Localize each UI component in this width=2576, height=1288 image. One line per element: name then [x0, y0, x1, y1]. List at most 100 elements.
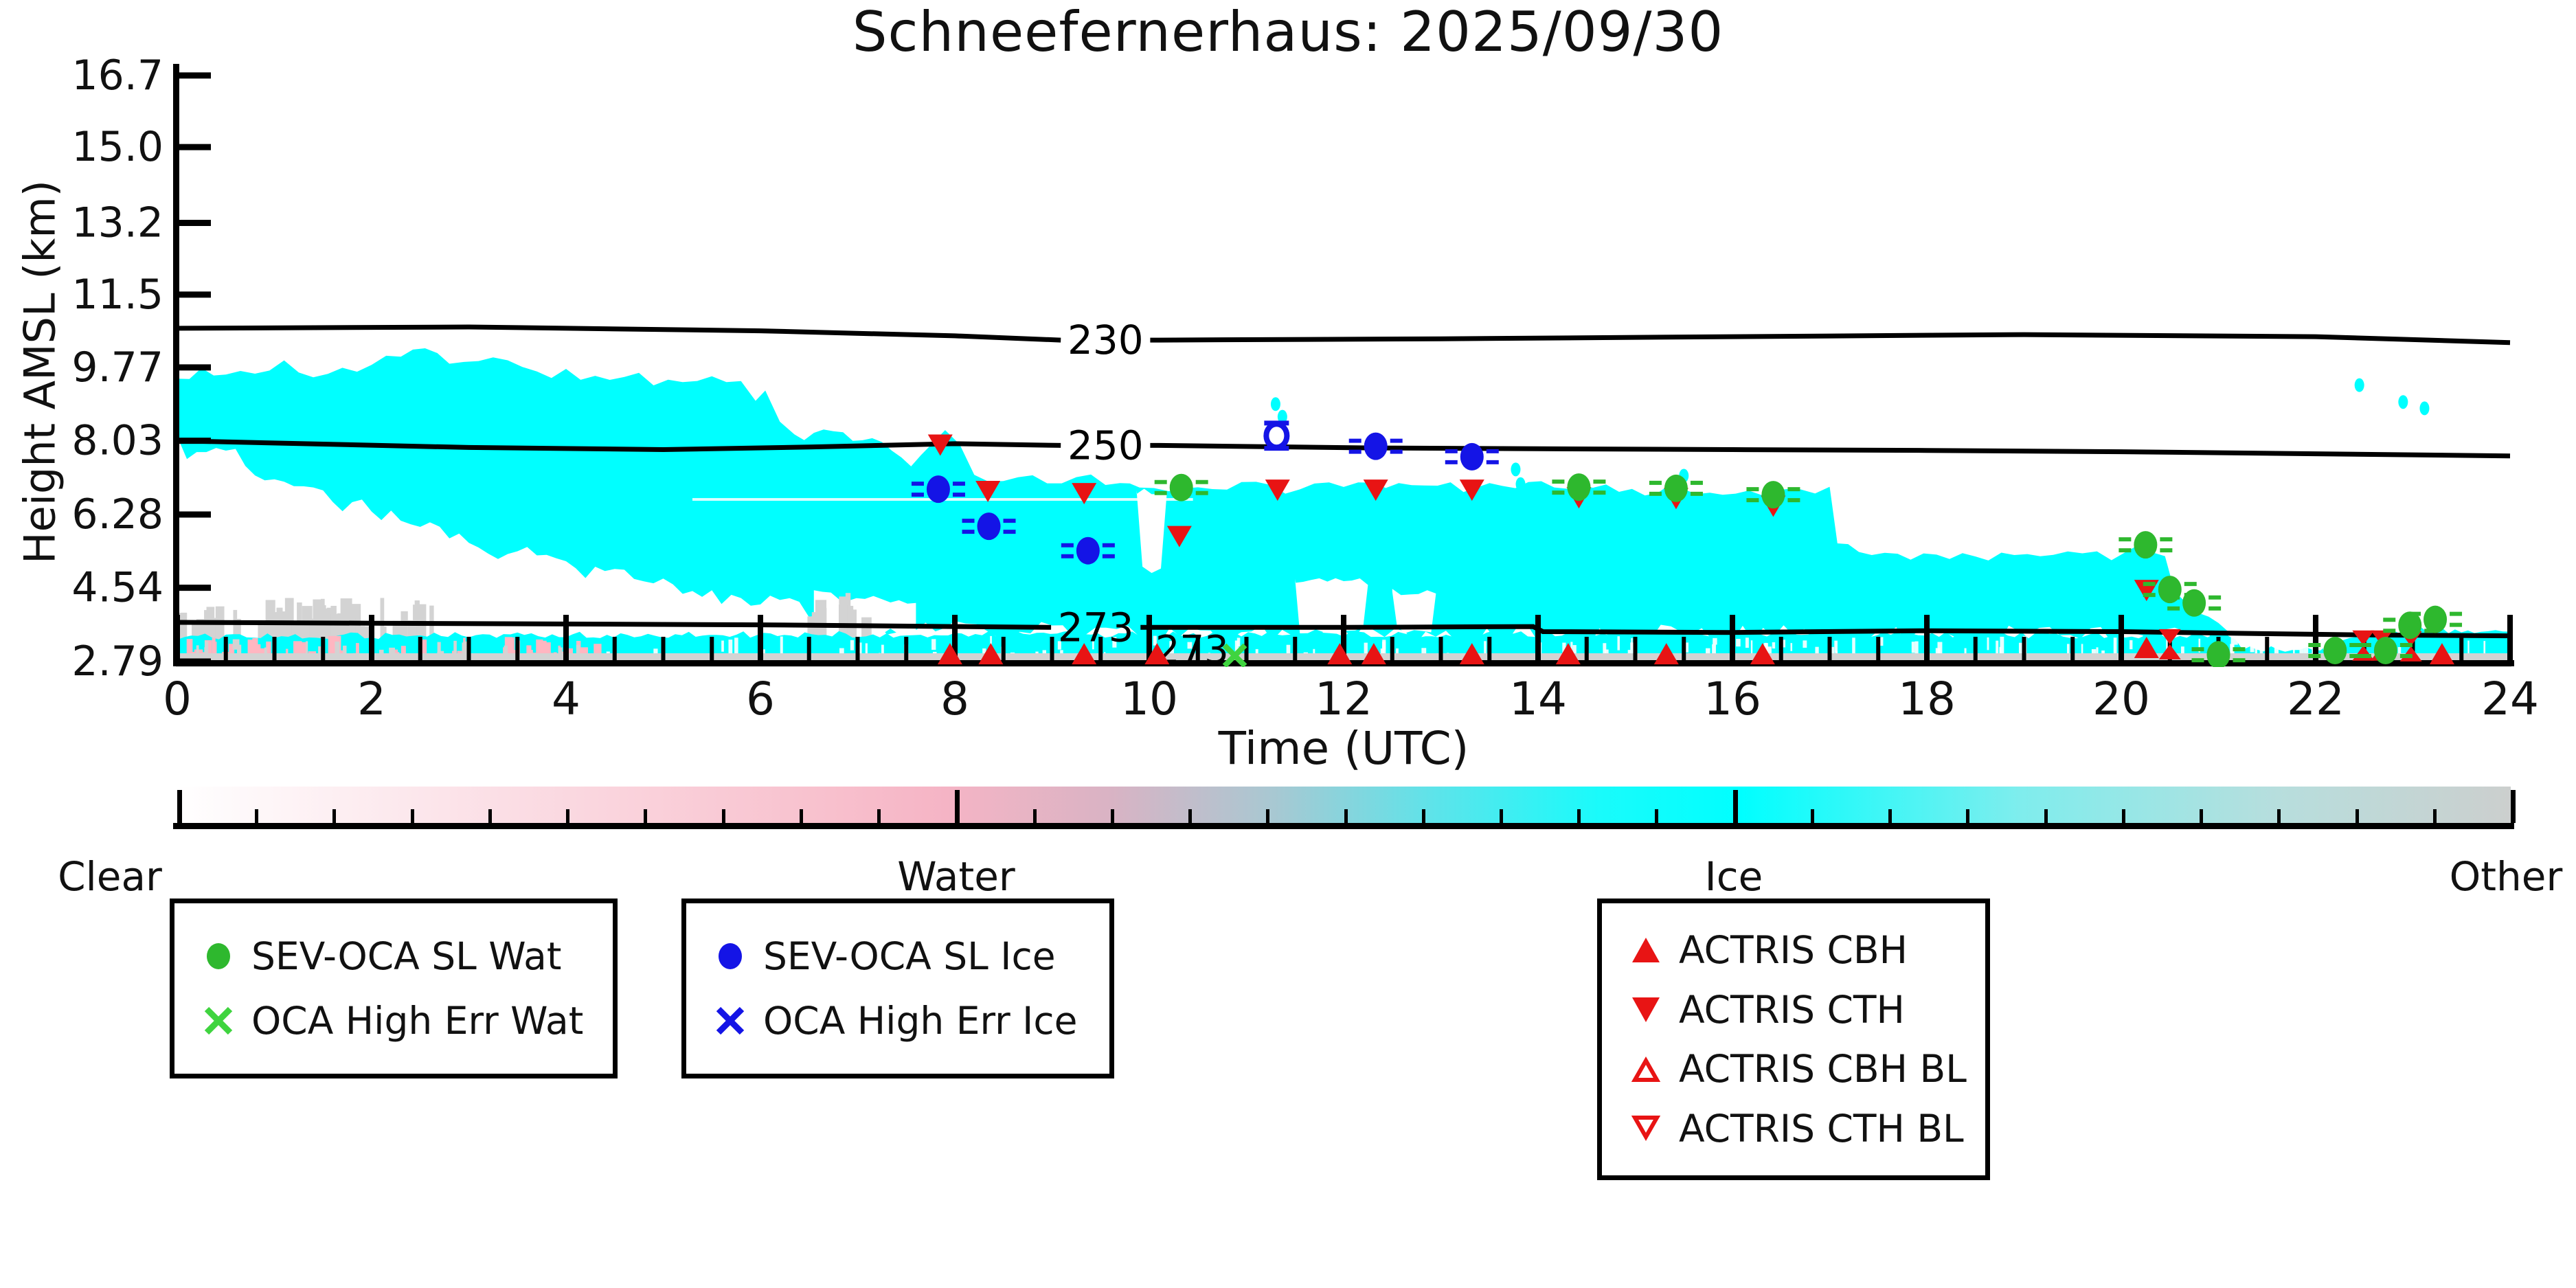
observation-markers	[911, 420, 2463, 667]
x-tick-label: 12	[1315, 673, 1372, 725]
actris-cth-marker	[975, 481, 1001, 503]
sev-oca-sl-wat-marker	[1664, 474, 1688, 502]
colorbar-label-other: Other	[2449, 853, 2563, 900]
actris-cbh-marker	[1327, 643, 1353, 665]
colorbar-label-clear: Clear	[58, 853, 162, 900]
actris-cbh-marker	[2429, 643, 2454, 665]
oca-high-err-wat-marker	[1222, 643, 1247, 667]
actris-cth-marker	[1072, 483, 1097, 505]
sev-oca-sl-ice-marker	[1364, 432, 1388, 460]
actris-cbh-marker	[937, 643, 962, 665]
actris-cbh-marker	[2134, 636, 2159, 658]
legend-item-actris-cbh: ACTRIS CBH	[1625, 928, 1962, 972]
legend-ice-products: SEV-OCA SL Ice OCA High Err Ice	[681, 899, 1114, 1078]
legend-item-actris-cth: ACTRIS CTH	[1625, 988, 1962, 1032]
actris-cth-marker	[1166, 526, 1192, 547]
legend-water-products: SEV-OCA SL Wat OCA High Err Wat	[170, 899, 618, 1078]
sev-oca-sl-ice-marker	[977, 512, 1001, 541]
sev-oca-sl-ice-marker	[1460, 442, 1484, 471]
legend-label: SEV-OCA SL Ice	[763, 934, 1056, 978]
red-open-triangle-down-icon	[1631, 1115, 1661, 1141]
x-tick-label: 24	[2481, 673, 2539, 725]
y-tick-label: 15.0	[71, 123, 163, 171]
x-tick-label: 6	[746, 673, 775, 725]
colorbar-label-water: Water	[897, 853, 1015, 900]
actris-cth-marker	[1265, 479, 1290, 501]
x-tick-label: 22	[2287, 673, 2345, 725]
contour-label-230: 230	[1067, 317, 1144, 363]
green-circle-icon	[207, 942, 230, 969]
legend-label: ACTRIS CBH BL	[1679, 1047, 1967, 1092]
legend-label: ACTRIS CBH	[1679, 928, 1908, 973]
blue-circle-icon	[719, 942, 742, 969]
legend-item-sev-oca-sl-wat: SEV-OCA SL Wat	[198, 934, 589, 978]
sev-oca-sl-wat-marker	[1567, 473, 1591, 501]
legend-item-oca-high-err-wat: OCA High Err Wat	[198, 999, 589, 1043]
sev-oca-sl-wat-marker	[2373, 637, 2397, 665]
legend-item-actris-cth-bl: ACTRIS CTH BL	[1625, 1106, 1964, 1151]
actris-cth-marker	[1459, 479, 1484, 501]
actris-cth-marker	[927, 434, 953, 456]
actris-cth-marker	[1363, 479, 1388, 501]
legend-label: OCA High Err Wat	[251, 999, 584, 1043]
actris-cbh-marker	[978, 643, 1004, 665]
sev-oca-sl-wat-marker	[2424, 605, 2448, 633]
x-axis-label: Time (UTC)	[1218, 722, 1469, 775]
actris-cbh-marker	[1072, 643, 1097, 665]
y-tick-label: 4.54	[71, 564, 163, 612]
red-triangle-up-icon	[1632, 938, 1660, 963]
sev-oca-sl-ice-marker	[926, 475, 950, 504]
x-tick-label: 2	[357, 673, 386, 725]
x-tick-label: 4	[552, 673, 580, 725]
sev-oca-sl-wat-marker	[2134, 531, 2158, 559]
legend-label: ACTRIS CTH BL	[1679, 1106, 1964, 1151]
legend-label: OCA High Err Ice	[763, 999, 1078, 1043]
sev-oca-sl-ice-marker	[1076, 536, 1100, 565]
sev-oca-sl-wat-marker	[2206, 641, 2230, 667]
x-tick-label: 14	[1509, 673, 1567, 725]
y-axis-spine	[173, 64, 179, 666]
y-tick-label: 16.7	[71, 52, 163, 100]
x-tick-label: 8	[940, 673, 969, 725]
actris-cbh-cth-pair-marker	[2158, 629, 2181, 659]
sev-oca-sl-wat-marker	[1761, 481, 1785, 509]
red-triangle-down-icon	[1632, 997, 1660, 1022]
sev-oca-sl-wat-marker	[1169, 473, 1193, 501]
actris-cbh-marker	[1750, 643, 1775, 665]
legend-item-sev-oca-sl-ice: SEV-OCA SL Ice	[710, 934, 1086, 978]
colorbar-axis-line	[173, 823, 2514, 829]
sev-oca-sl-wat-marker	[2182, 589, 2206, 617]
oca-high-err-ice-marker	[1263, 421, 1290, 451]
blue-x-icon	[716, 1007, 745, 1035]
x-tick-label: 20	[2092, 673, 2150, 725]
y-tick-label: 9.77	[71, 343, 163, 392]
y-tick-label: 13.2	[71, 199, 163, 247]
contour-label-273: 273	[1058, 604, 1134, 651]
red-open-triangle-up-icon	[1631, 1057, 1661, 1083]
legend-actris: ACTRIS CBH ACTRIS CTH ACTRIS CBH BL ACTR…	[1597, 899, 1990, 1180]
actris-cbh-marker	[1653, 643, 1679, 665]
actris-cbh-marker	[1361, 643, 1386, 665]
actris-cbh-marker	[1144, 643, 1170, 665]
y-tick-label: 8.03	[71, 417, 163, 465]
sev-oca-sl-wat-marker	[2323, 637, 2347, 665]
legend-item-oca-high-err-ice: OCA High Err Ice	[710, 999, 1086, 1043]
x-tick-label: 16	[1704, 673, 1761, 725]
ice-cloud-mass	[177, 348, 2228, 648]
legend-label: ACTRIS CTH	[1679, 987, 1905, 1032]
legend-label: SEV-OCA SL Wat	[251, 934, 562, 978]
x-tick-label: 0	[163, 673, 192, 725]
page-title: Schneefernerhaus: 2025/09/30	[852, 0, 1724, 64]
y-tick-label: 2.79	[71, 637, 163, 686]
actris-cbh-marker	[1555, 643, 1581, 665]
y-tick-label: 6.28	[71, 490, 163, 539]
colorbar-label-ice: Ice	[1704, 853, 1763, 900]
legend-item-actris-cbh-bl: ACTRIS CBH BL	[1625, 1047, 1967, 1091]
x-tick-label: 18	[1898, 673, 1956, 725]
green-x-icon	[204, 1007, 233, 1035]
contour-label-250: 250	[1067, 422, 1144, 468]
phase-colorbar	[177, 787, 2511, 823]
actris-cbh-marker	[1459, 643, 1484, 665]
